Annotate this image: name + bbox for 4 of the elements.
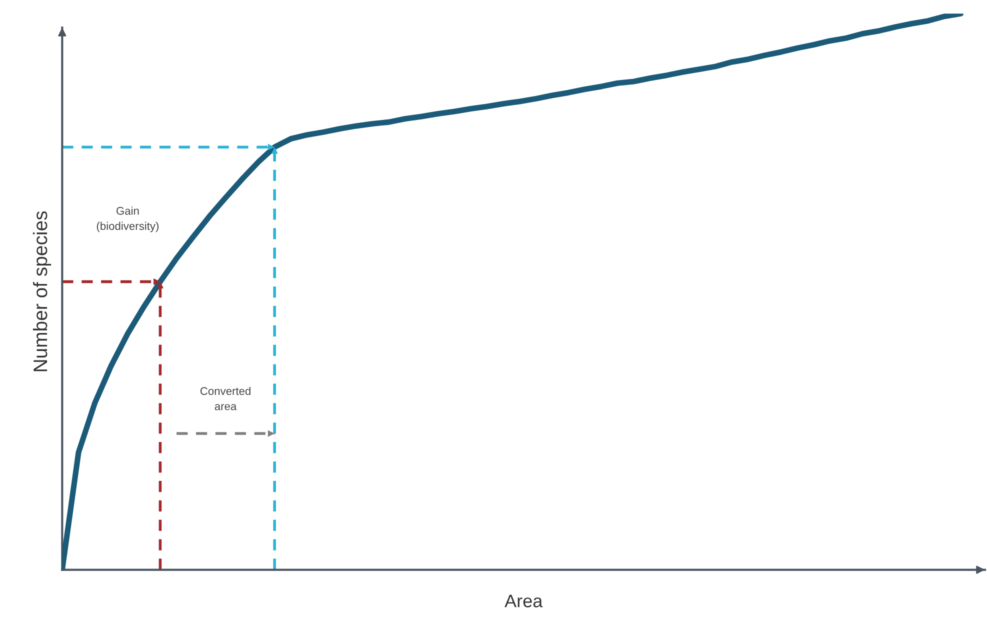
- x-axis-title: Area: [504, 594, 543, 608]
- annotation: Converted area: [200, 386, 250, 410]
- y-axis-title: Number of species: [32, 211, 52, 372]
- annotation: Gain (biodiversity): [96, 206, 159, 232]
